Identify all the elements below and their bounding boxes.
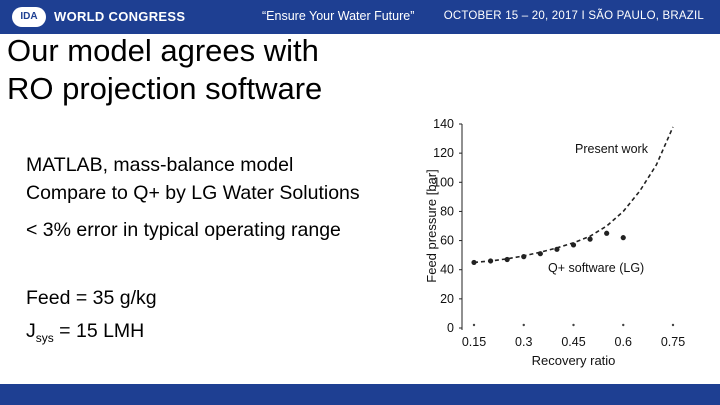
y-tick-label-140: 140 [433, 117, 454, 131]
qplus-point [570, 242, 577, 248]
y-axis-label: Feed pressure [bar] [424, 169, 439, 282]
y-tick-label-60: 60 [440, 234, 454, 248]
x-tick-label-1: 0.3 [515, 335, 532, 349]
slide-title-line-1: Our model agrees with [7, 33, 319, 68]
y-tick-label-20: 20 [440, 292, 454, 306]
congress-tagline: “Ensure Your Water Future” [262, 9, 415, 23]
conference-header-bar: IDA WORLD CONGRESS “Ensure Your Water Fu… [0, 0, 720, 34]
y-tick-label-120: 120 [433, 146, 454, 160]
x-tick-label-3: 0.6 [615, 335, 632, 349]
qplus-point [471, 259, 477, 266]
x-axis-label: Recovery ratio [532, 353, 616, 368]
y-tick-label-80: 80 [440, 204, 454, 218]
congress-date-location: OCTOBER 15 – 20, 2017 I SÃO PAULO, BRAZI… [443, 10, 704, 22]
jsys-value: = 15 LMH [53, 320, 145, 342]
jsys-subscript: sys [35, 330, 54, 345]
x-tick-2 [572, 323, 575, 327]
congress-title: WORLD CONGRESS [54, 9, 186, 24]
ida-logo: IDA [12, 7, 46, 27]
y-tick-label-0: 0 [447, 321, 454, 335]
x-tick-3 [622, 323, 625, 327]
bullet-error: < 3% error in typical operating range [26, 219, 341, 241]
qplus-point [487, 258, 494, 264]
x-tick-label-2: 0.45 [561, 335, 585, 349]
x-tick-0 [472, 323, 476, 327]
present-work-annotation: Present work [575, 142, 649, 156]
slide-title-line-2: RO projection software [7, 71, 323, 106]
qplus-point [537, 251, 543, 257]
x-tick-label-4: 0.75 [661, 335, 685, 349]
qplus-point [587, 236, 593, 242]
footer-bar [0, 384, 720, 405]
bullet-matlab-model: MATLAB, mass-balance model [26, 154, 294, 176]
qplus-point [604, 230, 610, 236]
y-tick-label-40: 40 [440, 263, 454, 277]
slide-title: Our model agrees with RO projection soft… [7, 32, 322, 108]
x-tick-label-0: 0.15 [462, 335, 486, 349]
jsys-flux-label: Jsys = 15 LMH [26, 320, 144, 345]
qplus-point [521, 254, 527, 260]
jsys-symbol: J [26, 320, 36, 342]
qplus-point [504, 256, 510, 263]
x-tick-4 [671, 323, 675, 327]
qplus-point [620, 235, 626, 241]
qplus-point [554, 246, 560, 252]
y-tick-label-100: 100 [433, 175, 454, 189]
feed-salinity-label: Feed = 35 g/kg [26, 287, 157, 309]
bullet-compare-qplus: Compare to Q+ by LG Water Solutions [26, 182, 360, 204]
qplus-annotation: Q+ software (LG) [548, 261, 644, 275]
x-tick-1 [522, 323, 525, 327]
